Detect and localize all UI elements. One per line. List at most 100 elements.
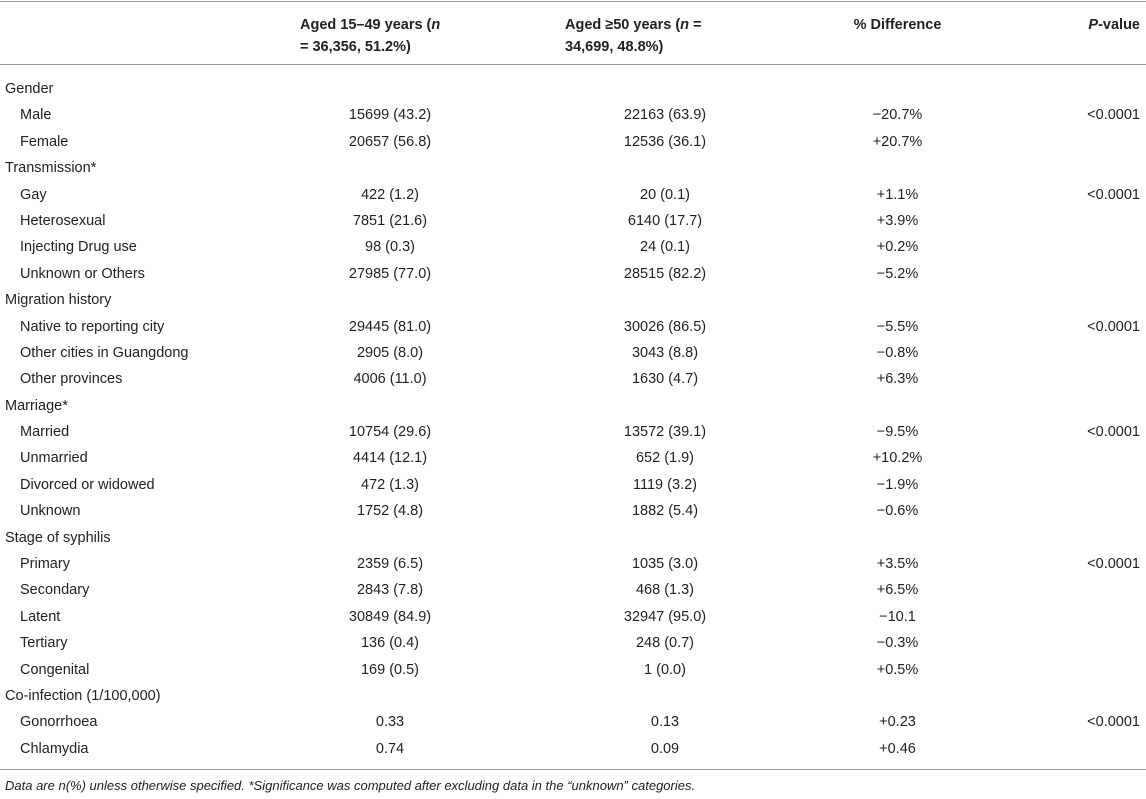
category-label: Migration history	[5, 292, 112, 309]
table-row: Unknown or Others 27985 (77.0) 28515 (82.2…	[0, 261, 1146, 287]
value-percent-difference: −5.5%	[876, 318, 919, 335]
value-percent-difference: +0.23	[879, 714, 916, 731]
row-label: Married	[20, 424, 70, 441]
value-percent-difference: +0.2%	[876, 239, 919, 256]
value-age-50-plus: 3043 (8.8)	[631, 344, 699, 361]
table-row: Other cities in Guangdong 2905 (8.0) 3043 …	[0, 340, 1146, 366]
table-row: Unknown 1752 (4.8) 1882 (5.4) −0.6%	[0, 498, 1146, 524]
table-row: Heterosexual 7851 (21.6) 6140 (17.7) +3.9%	[0, 208, 1146, 234]
value-percent-difference: −20.7%	[872, 107, 923, 124]
value-age-50-plus: 0.09	[650, 740, 680, 757]
row-label: Gonorrhoea	[20, 714, 98, 731]
header-age-50-plus: Aged ≥50 years (n = 34,699, 48.8%)	[565, 17, 702, 55]
value-p-value: <0.0001	[1087, 424, 1140, 441]
value-percent-difference: −1.9%	[876, 476, 919, 493]
value-age-50-plus: 28515 (82.2)	[623, 265, 707, 282]
value-age-50-plus: 22163 (63.9)	[623, 107, 707, 124]
value-age-50-plus: 30026 (86.5)	[623, 318, 707, 335]
table-row: Secondary 2843 (7.8) 468 (1.3) +6.5%	[0, 577, 1146, 603]
value-age-50-plus: 1882 (5.4)	[631, 503, 699, 520]
value-age-50-plus: 1035 (3.0)	[631, 556, 699, 573]
table-row: Divorced or widowed 472 (1.3) 1119 (3.2) −1…	[0, 472, 1146, 498]
category-label: Stage of syphilis	[5, 529, 111, 546]
table-category-row: Marriage*	[0, 393, 1146, 419]
table-row: Male 15699 (43.2) 22163 (63.9) −20.7% <0.000…	[0, 102, 1146, 128]
row-label: Unknown	[20, 503, 81, 520]
value-age-50-plus: 12536 (36.1)	[623, 133, 707, 150]
table-row: Married 10754 (29.6) 13572 (39.1) −9.5% <0.0…	[0, 419, 1146, 445]
table-category-row: Co-infection (1/100,000)	[0, 683, 1146, 709]
value-age-15-49: 15699 (43.2)	[348, 107, 432, 124]
value-p-value: <0.0001	[1087, 318, 1140, 335]
value-age-50-plus: 24 (0.1)	[640, 239, 690, 256]
value-age-50-plus: 468 (1.3)	[635, 582, 695, 599]
table-row: Unmarried 4414 (12.1) 652 (1.9) +10.2%	[0, 445, 1146, 471]
bottom-rule	[0, 769, 1146, 770]
row-label: Primary	[20, 556, 70, 573]
value-age-15-49: 98 (0.3)	[365, 239, 415, 256]
category-label: Co-infection (1/100,000)	[5, 687, 161, 704]
row-label: Unmarried	[20, 450, 88, 467]
row-label: Unknown or Others	[20, 265, 145, 282]
value-age-15-49: 27985 (77.0)	[348, 265, 432, 282]
value-p-value: <0.0001	[1087, 714, 1140, 731]
value-p-value: <0.0001	[1087, 556, 1140, 573]
row-label: Tertiary	[20, 635, 68, 652]
value-age-15-49: 2359 (6.5)	[356, 556, 424, 573]
value-age-15-49: 169 (0.5)	[360, 661, 420, 678]
header-p-value: P-value	[1088, 17, 1140, 33]
table-row: Tertiary 136 (0.4) 248 (0.7) −0.3%	[0, 630, 1146, 656]
table-category-row: Transmission*	[0, 155, 1146, 181]
value-age-15-49: 10754 (29.6)	[348, 424, 432, 441]
value-percent-difference: +6.3%	[876, 371, 919, 388]
value-percent-difference: −0.3%	[876, 635, 919, 652]
row-label: Injecting Drug use	[20, 239, 137, 256]
value-percent-difference: +3.9%	[876, 212, 919, 229]
value-age-15-49: 0.33	[375, 714, 405, 731]
value-age-50-plus: 1 (0.0)	[644, 661, 686, 678]
value-age-15-49: 0.74	[375, 740, 405, 757]
value-age-15-49: 136 (0.4)	[360, 635, 420, 652]
value-percent-difference: +3.5%	[876, 556, 919, 573]
value-age-50-plus: 1630 (4.7)	[631, 371, 699, 388]
row-label: Congenital	[20, 661, 90, 678]
value-age-15-49: 30849 (84.9)	[348, 608, 432, 625]
table-category-row: Migration history	[0, 287, 1146, 313]
row-label: Female	[20, 133, 69, 150]
row-label: Gay	[20, 186, 47, 203]
category-label: Gender	[5, 81, 54, 97]
value-age-50-plus: 652 (1.9)	[635, 450, 695, 467]
row-label: Male	[20, 107, 52, 124]
table-row: Latent 30849 (84.9) 32947 (95.0) −10.1	[0, 604, 1146, 630]
value-age-50-plus: 248 (0.7)	[635, 635, 695, 652]
table-category-row: Stage of syphilis	[0, 525, 1146, 551]
row-label: Other cities in Guangdong	[20, 344, 189, 361]
value-percent-difference: −9.5%	[876, 424, 919, 441]
value-percent-difference: +0.46	[879, 740, 916, 757]
value-age-15-49: 20657 (56.8)	[348, 133, 432, 150]
value-percent-difference: −5.2%	[876, 265, 919, 282]
value-age-50-plus: 20 (0.1)	[640, 186, 690, 203]
table-row: Chlamydia 0.74 0.09 +0.46	[0, 736, 1146, 762]
value-age-50-plus: 1119 (3.2)	[633, 476, 697, 493]
value-age-15-49: 4414 (12.1)	[352, 450, 428, 467]
header-age-15-49: Aged 15–49 years (n = 36,356, 51.2%)	[300, 17, 441, 55]
category-label: Transmission*	[5, 160, 97, 177]
top-rule	[0, 1, 1146, 2]
value-age-50-plus: 0.13	[650, 714, 680, 731]
value-age-15-49: 7851 (21.6)	[352, 212, 428, 229]
value-age-15-49: 2905 (8.0)	[356, 344, 424, 361]
value-age-50-plus: 6140 (17.7)	[627, 212, 703, 229]
value-percent-difference: +20.7%	[872, 133, 923, 150]
table-row: Native to reporting city 29445 (81.0) 3002…	[0, 314, 1146, 340]
table-row: Injecting Drug use 98 (0.3) 24 (0.1) +0.2%	[0, 234, 1146, 260]
table-row: Congenital 169 (0.5) 1 (0.0) +0.5%	[0, 657, 1146, 683]
row-label: Other provinces	[20, 371, 123, 388]
row-label: Native to reporting city	[20, 318, 165, 335]
value-age-15-49: 422 (1.2)	[360, 186, 420, 203]
value-percent-difference: −10.1	[879, 608, 916, 625]
row-label: Secondary	[20, 582, 90, 599]
value-age-15-49: 1752 (4.8)	[356, 503, 424, 520]
value-age-15-49: 29445 (81.0)	[348, 318, 432, 335]
